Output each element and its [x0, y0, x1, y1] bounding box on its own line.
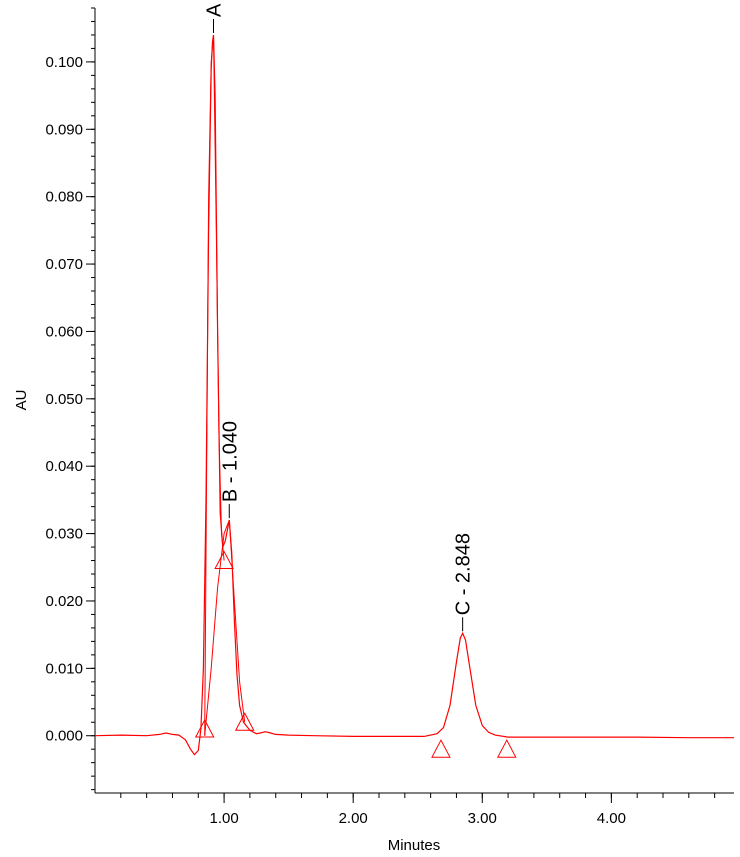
- y-tick-label: 0.070: [45, 256, 83, 273]
- peak-marker-triangle: [214, 550, 234, 570]
- peak-label: B - 1.040: [219, 421, 241, 502]
- peak-labels: A - 0.918 B - 1.040 C - 2.848: [204, 0, 475, 632]
- peak-fit-curve: [204, 34, 225, 736]
- y-axis-title: AU: [13, 390, 30, 411]
- peak-marker-triangle: [496, 739, 517, 758]
- peak-label: C - 2.848: [453, 533, 475, 615]
- x-tick-label: 1.00: [209, 810, 238, 827]
- x-axis-title: Minutes: [388, 837, 441, 854]
- y-tick-label: 0.050: [45, 391, 83, 408]
- peak-marker-triangle: [431, 739, 451, 758]
- x-tick-label: 2.00: [339, 810, 368, 827]
- peak-markers: [194, 550, 517, 758]
- peak-fit-curve: [204, 519, 246, 736]
- y-tick-label: 0.000: [45, 728, 83, 745]
- peak-label: A - 0.918: [204, 0, 226, 17]
- y-tick-label: 0.020: [45, 593, 83, 610]
- y-tick-label: 0.010: [45, 660, 83, 677]
- plot-series: [94, 34, 734, 756]
- peak-marker-triangle: [234, 712, 255, 731]
- y-tick-label: 0.090: [45, 121, 83, 138]
- y-tick-label: 0.060: [45, 323, 83, 340]
- y-tick-label: 0.080: [45, 189, 83, 206]
- y-tick-label: 0.100: [45, 54, 83, 71]
- x-tick-label: 4.00: [597, 810, 626, 827]
- peak-marker-triangle: [194, 718, 215, 738]
- y-tick-label: 0.030: [45, 526, 83, 543]
- y-tick-label: 0.040: [45, 458, 83, 475]
- x-tick-label: 3.00: [468, 810, 497, 827]
- x-axis: 1.00 2.00 3.00 4.00: [95, 792, 734, 827]
- y-axis: 0.000 0.010 0.020 0.030 0.040 0.050 0.060 0.070…: [45, 7, 96, 793]
- chromatogram-trace: [94, 34, 734, 756]
